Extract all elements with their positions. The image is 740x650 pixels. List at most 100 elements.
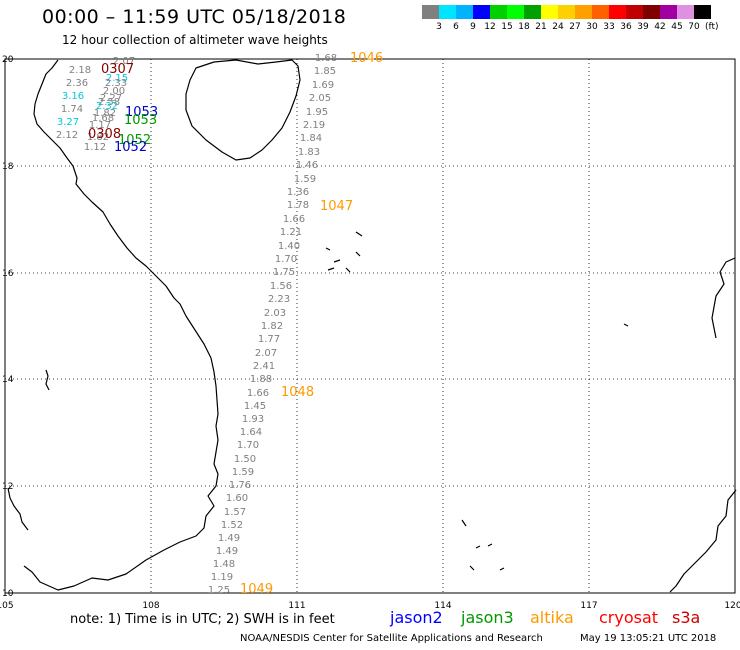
map-title: 00:00 – 11:59 UTC 05/18/2018: [42, 6, 347, 28]
satellite-label-altika: altika: [530, 608, 574, 627]
wave-height-label: 1.57: [224, 507, 246, 518]
wave-height-label: 2.18: [69, 65, 91, 76]
wave-height-label: 1.74: [61, 104, 83, 115]
legend-label: 6: [453, 22, 459, 32]
lat-tick-label: 14: [2, 375, 14, 385]
legend-swatch: [490, 5, 507, 19]
gulf-inner-coastline: [7, 487, 29, 531]
wave-height-label: 1.52: [221, 520, 243, 531]
lat-tick-label: 20: [2, 55, 14, 65]
wave-height-label: 1.49: [216, 546, 238, 557]
pass-time-label: 1052: [114, 140, 147, 155]
wave-height-label: 1.70: [275, 254, 297, 265]
wave-height-label: 1.82: [94, 108, 116, 119]
palawan-coastline: [669, 489, 737, 593]
wave-height-label: 1.82: [261, 321, 283, 332]
lat-tick-label: 12: [2, 482, 13, 492]
legend-label: 21: [535, 22, 547, 32]
lat-tick-label: 10: [2, 589, 14, 599]
generation-timestamp: May 19 13:05:21 UTC 2018: [580, 633, 717, 644]
lon-tick-label: 114: [434, 601, 451, 611]
wave-height-label: 1.66: [283, 214, 305, 225]
wave-height-label: 2.03: [264, 308, 286, 319]
legend-swatch: [609, 5, 626, 19]
wave-height-label: 1.46: [296, 160, 318, 171]
lon-tick-label: 105: [0, 601, 14, 611]
pass-time-label: 1047: [320, 199, 353, 214]
wave-height-label: 1.25: [208, 585, 230, 596]
legend-swatch: [541, 5, 558, 19]
pass-time-label: 0308: [88, 127, 121, 142]
wave-height-label: 1.70: [237, 440, 259, 451]
coastlines: [7, 59, 737, 593]
pass-time-label: 1053: [124, 113, 157, 128]
legend-swatch: [422, 5, 439, 19]
lon-tick-label: 120: [724, 601, 740, 611]
legend-swatch: [677, 5, 694, 19]
wave-height-label: 2.05: [309, 93, 331, 104]
wave-height-label: 1.85: [314, 66, 336, 77]
wave-height-label: 1.59: [232, 467, 254, 478]
legend-swatch: [575, 5, 592, 19]
wave-height-label: 1.17: [89, 120, 111, 131]
wave-height-label: 1.68: [92, 113, 114, 124]
wave-height-label: 2.00: [103, 86, 125, 97]
lat-tick-label: 16: [2, 269, 14, 279]
wave-height-label: 1.64: [240, 427, 262, 438]
wave-height-label: 1.59: [294, 174, 316, 185]
map-frame: [4, 58, 736, 594]
vietnam-coastline: [23, 59, 219, 591]
satellite-label-cryosat: cryosat: [599, 608, 659, 627]
wave-height-label: 1.45: [244, 401, 266, 412]
legend-swatch: [439, 5, 456, 19]
wave-height-label: 1.69: [312, 80, 334, 91]
wave-height-label: 1.88: [250, 374, 272, 385]
legend-swatch: [626, 5, 643, 19]
wave-height-label: 3.27: [57, 117, 79, 128]
wave-height-label: 1.84: [300, 133, 322, 144]
pass-time-label: 1048: [281, 385, 314, 400]
pass-time-label: 1046: [350, 51, 383, 66]
wave-height-label: 2.12: [56, 130, 78, 141]
legend-label: 33: [603, 22, 615, 32]
satellite-label-jason3: jason3: [461, 608, 514, 627]
legend-swatch: [592, 5, 609, 19]
wave-height-label: 1.50: [234, 454, 256, 465]
wave-height-label: 1.36: [287, 187, 309, 198]
spratly-islands: [461, 323, 629, 571]
wave-height-label: 1.21: [280, 227, 302, 238]
wave-height-label: 1.49: [218, 533, 240, 544]
legend-label: 36: [620, 22, 632, 32]
satellite-label-s3a: s3a: [672, 608, 701, 627]
wave-height-label: 1.83: [298, 147, 320, 158]
wave-height-label: 1.95: [306, 107, 328, 118]
wave-height-label: 2.58: [98, 97, 120, 108]
pass-time-labels: 1046 1047 1048 1049 0307 1053 1053 0308 …: [88, 51, 383, 597]
wave-height-label: 2.19: [303, 120, 325, 131]
legend-label: 3: [436, 22, 442, 32]
wave-height-label: 1.40: [278, 241, 300, 252]
wave-height-label: 2.36: [66, 78, 88, 89]
legend-label: 15: [501, 22, 513, 32]
pass-time-label: 1053: [125, 105, 158, 120]
luzon-coastline: [711, 257, 736, 339]
legend-label: 45: [671, 22, 683, 32]
legend-swatch: [507, 5, 524, 19]
map-subtitle: 12 hour collection of altimeter wave hei…: [62, 33, 328, 47]
legend-label: 18: [518, 22, 530, 32]
legend-label: 12: [484, 22, 496, 32]
lon-tick-label: 111: [288, 601, 305, 611]
wave-height-label: 2.33: [105, 78, 127, 89]
east-track: 1.68 1.85 1.69 2.05 1.95 2.19 1.84 1.83 …: [208, 53, 337, 596]
wave-height-label: 1.48: [213, 559, 235, 570]
wave-height-label: 1.12: [84, 142, 106, 153]
lat-tick-label: 18: [2, 162, 14, 172]
wave-height-label: 2.23: [268, 294, 290, 305]
satellite-label-jason2: jason2: [390, 608, 443, 627]
graticule: [5, 59, 735, 593]
pass-time-label: 1049: [240, 582, 273, 597]
footer-note: note: 1) Time is in UTC; 2) SWH is in fe…: [70, 612, 335, 627]
wave-height-label: 1.93: [242, 414, 264, 425]
wave-height-label: 1.82: [87, 132, 109, 143]
